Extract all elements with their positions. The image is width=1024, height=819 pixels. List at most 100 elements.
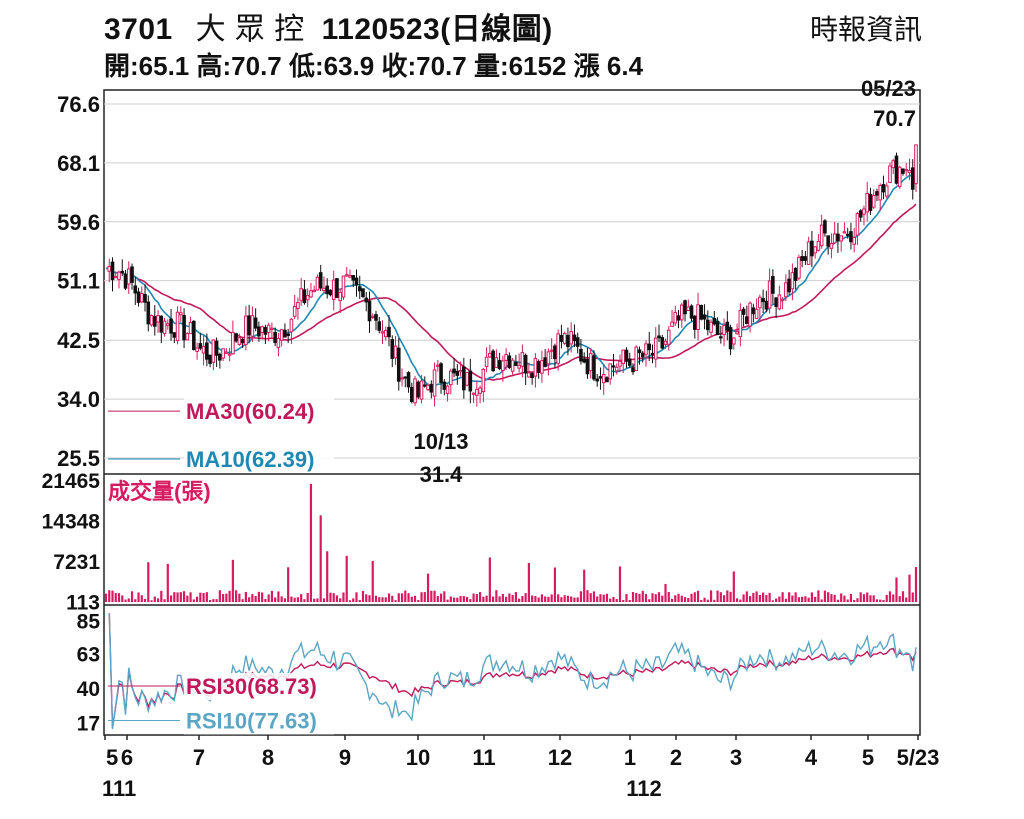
candle-body (357, 286, 362, 292)
candle-body (679, 304, 684, 321)
volume-bar (261, 592, 264, 602)
volume-bar (413, 595, 417, 602)
volume-bar (687, 597, 690, 602)
candle-body (699, 304, 704, 320)
volume-bar (827, 592, 830, 602)
volume-bar (589, 593, 592, 602)
candle-body (715, 321, 720, 335)
volume-bar (550, 594, 553, 602)
candle-body (666, 329, 671, 345)
year-label: 111 (102, 776, 136, 801)
candle-body (166, 323, 170, 327)
volume-bar (586, 590, 589, 602)
volume-bar (244, 591, 247, 602)
volume-bar (475, 593, 478, 602)
candle-body (745, 316, 749, 324)
plot-border (103, 89, 921, 736)
candle-body (409, 386, 414, 402)
volume-bar (469, 599, 472, 602)
volume-bar (348, 600, 352, 602)
candle-body (751, 307, 756, 315)
candle-body (595, 378, 600, 382)
volume-bar (794, 592, 797, 602)
volume-panel-label: 成交量(張) (108, 479, 211, 504)
candle-body (692, 315, 697, 330)
volume-bar (602, 594, 605, 602)
month-label: 5 (106, 745, 118, 770)
volume-bar (114, 593, 117, 602)
volume-bar (648, 599, 651, 602)
legend-backdrop (184, 446, 334, 473)
candle-body (426, 384, 430, 391)
volume-bar (459, 596, 462, 602)
candle-body (179, 312, 183, 316)
volume-bar (735, 598, 739, 602)
candle-body (608, 363, 613, 380)
volume-bar (709, 590, 713, 602)
volume-bar (748, 596, 752, 602)
volume-bar (404, 590, 407, 602)
volume-bar (319, 515, 322, 602)
volume-bar (657, 592, 661, 602)
candle-body (836, 233, 840, 242)
candle-body (250, 315, 255, 337)
volume-bar (160, 590, 163, 602)
candle-body (761, 298, 765, 303)
candlesticks (107, 144, 918, 407)
volume-bar (508, 593, 511, 602)
candle-body (556, 333, 560, 364)
candle-body (208, 354, 212, 364)
candle-body (387, 326, 391, 338)
volume-bar (576, 597, 579, 602)
candle-body (305, 294, 310, 301)
volume-bar (156, 598, 160, 602)
candle-body (195, 347, 199, 352)
candle-body (286, 333, 290, 336)
candle-body (390, 339, 395, 359)
rsi-line (108, 612, 917, 730)
volume-bar (121, 595, 124, 602)
candle-body (484, 356, 489, 367)
candle-body (777, 294, 782, 310)
candle-body (601, 374, 606, 384)
volume-bar (713, 599, 716, 602)
volume-bar (817, 590, 820, 602)
volume-bar (573, 597, 576, 602)
candle-body (774, 297, 778, 307)
volume-bar (856, 598, 859, 602)
volume-bar (212, 599, 215, 602)
volume-bar (862, 594, 866, 602)
candle-body (702, 314, 707, 320)
candle-body (276, 338, 281, 348)
volume-bar (326, 551, 329, 602)
volume-bar (127, 598, 130, 602)
volume-bar (664, 583, 667, 602)
volume-bar (527, 563, 530, 602)
candle-body (709, 321, 713, 333)
volume-bar (169, 595, 173, 602)
candle-body (224, 351, 229, 354)
candle-body (910, 167, 915, 190)
candle-body (139, 292, 144, 303)
candle-body (579, 348, 583, 362)
volume-bar (765, 594, 768, 602)
volume-bar (472, 593, 475, 602)
candle-body (510, 359, 515, 372)
annotation-value: 31.4 (420, 462, 464, 487)
volume-bar (557, 594, 560, 602)
candle-body (393, 345, 398, 359)
month-label: 5 (862, 745, 874, 770)
volume-bar (914, 567, 918, 602)
volume-bar (238, 593, 241, 602)
candle-body (221, 348, 225, 359)
volume-bar (202, 592, 205, 602)
volume-bar (833, 594, 836, 602)
candle-body (458, 370, 463, 373)
candle-body (829, 242, 834, 249)
volume-bar (436, 596, 439, 602)
volume-bar (222, 593, 225, 602)
candle-body (530, 373, 534, 379)
legend-backdrop (184, 398, 334, 426)
candle-body (839, 235, 843, 242)
candle-body (660, 337, 665, 349)
